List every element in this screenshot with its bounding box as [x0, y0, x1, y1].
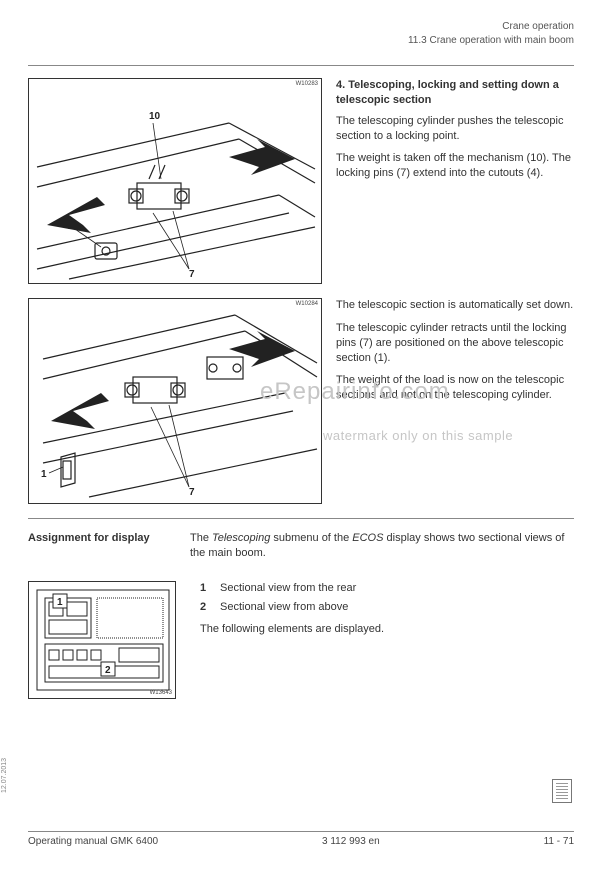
fig3-label-1: 1: [57, 597, 63, 608]
page-header: Crane operation 11.3 Crane operation wit…: [28, 20, 574, 47]
fig2-label-1: 1: [41, 469, 47, 480]
figure-3-code: W13643: [150, 690, 172, 696]
step4b-p1: The telescopic section is automatically …: [336, 298, 574, 313]
assignment-intro: The Telescoping submenu of the ECOS disp…: [190, 531, 574, 569]
footer-center: 3 112 993 en: [322, 836, 380, 847]
step4b-text: The telescopic section is automatically …: [336, 298, 574, 504]
row-step4b: W10284: [28, 298, 574, 504]
assign-intro-b: submenu of the: [270, 532, 352, 544]
assign-intro-em2: ECOS: [352, 532, 383, 544]
legend-2-text: Sectional view from above: [220, 600, 348, 615]
figure-2-code: W10284: [296, 301, 318, 307]
footer-left: Operating manual GMK 6400: [28, 836, 158, 847]
assignment-legend: 1 Sectional view from the rear 2 Section…: [200, 581, 574, 699]
fig1-label-4: 4: [65, 221, 71, 232]
figure-1: W10283: [28, 78, 322, 284]
figure-2: W10284: [28, 298, 322, 504]
figure-2-svg: 1 7: [29, 299, 323, 505]
step4-p2: The weight is taken off the mechanism (1…: [336, 151, 574, 181]
assign-intro-em: Telescoping: [212, 532, 270, 544]
figure-3: W13643: [28, 581, 176, 699]
figure-3-svg: 1 2: [29, 582, 177, 700]
step4b-p2: The telescopic cylinder retracts until t…: [336, 321, 574, 366]
header-section: 11.3 Crane operation with main boom: [28, 34, 574, 48]
assignment-follow: The following elements are displayed.: [200, 622, 574, 637]
header-rule: [28, 65, 574, 66]
page-footer: Operating manual GMK 6400 3 112 993 en 1…: [28, 831, 574, 847]
continue-page-icon: [552, 779, 572, 803]
row-step4: W10283: [28, 78, 574, 284]
header-chapter: Crane operation: [28, 20, 574, 34]
figure-1-svg: 10 4 7: [29, 79, 323, 285]
fig1-label-10: 10: [149, 111, 161, 122]
step4-p1: The telescoping cylinder pushes the tele…: [336, 114, 574, 144]
step4-text: 4. Telescoping, locking and setting down…: [336, 78, 574, 284]
assign-intro-a: The: [190, 532, 212, 544]
figure-1-code: W10283: [296, 81, 318, 87]
fig3-label-2: 2: [105, 665, 111, 676]
row-assignment-fig: W13643: [28, 581, 574, 699]
footer-right: 11 - 71: [544, 836, 574, 847]
legend-1-text: Sectional view from the rear: [220, 581, 356, 596]
legend-2-num: 2: [200, 600, 212, 615]
fig1-label-7: 7: [189, 269, 195, 280]
legend-1-num: 1: [200, 581, 212, 596]
side-date: 12.07.2013: [1, 758, 8, 793]
fig2-label-7: 7: [189, 487, 195, 498]
step4b-p3: The weight of the load is now on the tel…: [336, 373, 574, 403]
assignment-heading: Assignment for display: [28, 531, 176, 569]
assignment-row: Assignment for display The Telescoping s…: [28, 531, 574, 569]
mid-rule: [28, 518, 574, 519]
step4-title: 4. Telescoping, locking and setting down…: [336, 78, 574, 108]
